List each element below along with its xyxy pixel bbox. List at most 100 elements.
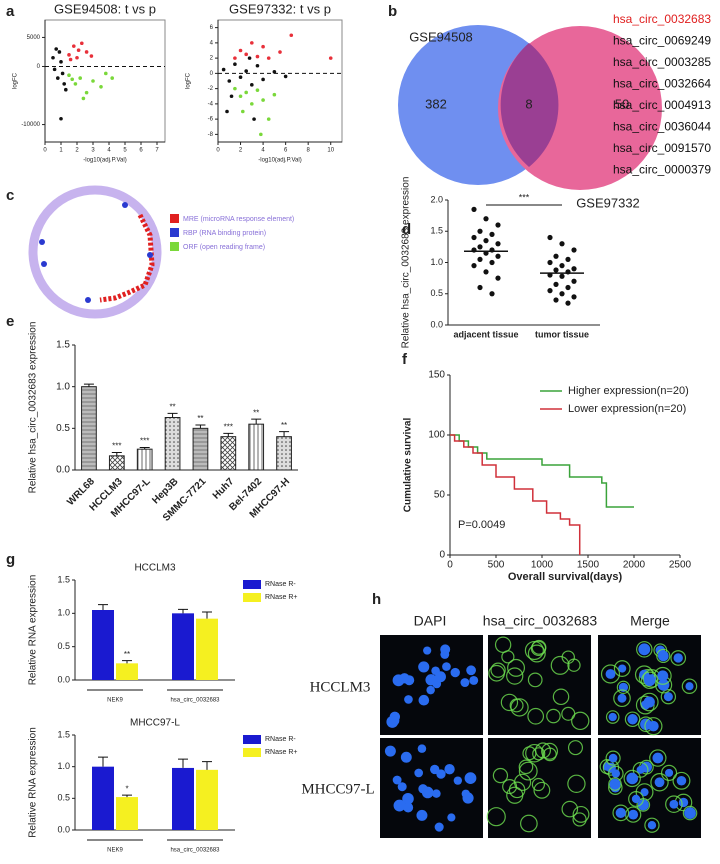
survival-curve: [450, 434, 634, 508]
x-axis-label: -log10(adj.P.Val): [83, 158, 126, 164]
legend-swatch: [170, 214, 179, 223]
point: [272, 70, 277, 74]
nucleus: [657, 670, 669, 682]
chart-title: GSE94508: t vs p: [54, 1, 156, 16]
point: [233, 56, 237, 60]
cell: [653, 666, 672, 685]
y-tick-label: 0: [439, 550, 445, 561]
point: [89, 54, 94, 58]
cell: [531, 777, 545, 792]
nucleus: [450, 667, 460, 678]
error-bar: [202, 761, 212, 770]
point: [51, 55, 55, 60]
cell: [520, 814, 538, 833]
bar: [248, 423, 265, 471]
cell: [613, 689, 631, 708]
y-tick-label: 1.5: [430, 226, 443, 236]
point: [495, 241, 501, 247]
x-tick-label: 2000: [623, 560, 646, 571]
nucleus: [627, 714, 638, 725]
legend-swatch: [170, 242, 179, 251]
point: [227, 79, 232, 83]
point: [477, 244, 483, 250]
circ-name: hsa_circ_0069249: [613, 34, 711, 48]
point: [261, 98, 265, 102]
nucleus: [464, 772, 477, 785]
significance: **: [197, 414, 203, 423]
bar: [116, 797, 138, 830]
x-tick-label: 1: [59, 148, 63, 154]
cell: [608, 777, 622, 791]
x-tick-label: hsa_circ_0032683: [170, 848, 220, 854]
panel-label: f: [402, 351, 408, 368]
cell: [600, 664, 621, 684]
point: [59, 116, 63, 121]
y-tick-label: 0.5: [430, 288, 443, 298]
nucleus: [404, 695, 413, 704]
cell: [628, 791, 644, 807]
nucleus: [469, 675, 479, 685]
significance: ***: [112, 442, 121, 451]
panel-label: a: [6, 3, 15, 20]
point: [78, 76, 82, 80]
y-tick-label: 6: [210, 25, 214, 31]
nucleus: [453, 776, 463, 785]
cell: [656, 648, 671, 664]
bar: [81, 386, 97, 471]
cell: [490, 662, 506, 678]
point: [67, 53, 71, 57]
error-bar: [195, 424, 206, 429]
point: [244, 90, 248, 95]
y-tick-label: 0.5: [56, 423, 70, 434]
circ-name: hsa_circ_0032664: [613, 77, 711, 91]
point: [73, 82, 78, 86]
point: [56, 76, 60, 80]
cell: [518, 759, 534, 775]
point: [553, 267, 559, 273]
circ-list: hsa_circ_0032683 hsa_circ_0069249 hsa_circ…: [613, 12, 711, 177]
point: [238, 94, 243, 99]
nucleus: [393, 799, 406, 812]
y-tick-label: -6: [208, 117, 214, 123]
panel-label: g: [6, 551, 15, 568]
nucleus: [460, 678, 470, 688]
cell: [527, 672, 543, 688]
point: [565, 284, 571, 291]
circos-ring: [28, 185, 162, 319]
nucleus: [626, 772, 639, 785]
nucleus: [608, 753, 618, 763]
bar: [192, 427, 209, 471]
nucleus: [447, 813, 456, 822]
x-tick-label: 4: [261, 148, 265, 154]
point: [559, 241, 565, 247]
plot-frame: [44, 19, 166, 143]
cell: [506, 667, 524, 685]
nucleus: [416, 809, 428, 821]
nucleus: [657, 650, 669, 662]
circos-rbp: [41, 261, 47, 267]
y-tick-label: 1.0: [430, 257, 443, 267]
point: [565, 256, 571, 262]
y-tick-label: -2: [208, 86, 214, 92]
nucleus: [421, 786, 434, 799]
cell: [650, 773, 669, 792]
point: [489, 231, 495, 237]
nucleus: [631, 794, 641, 804]
cell: [518, 761, 538, 781]
point: [244, 52, 248, 57]
panel-label: b: [388, 3, 397, 20]
error-bar: [122, 794, 132, 798]
x-tick-label: 6: [284, 148, 288, 154]
error-bar: [167, 412, 178, 418]
x-tick-label: NEK9: [107, 848, 123, 854]
error-bar: [178, 608, 188, 614]
point: [261, 44, 265, 49]
point: [571, 294, 577, 300]
nucleus: [673, 653, 683, 663]
point: [57, 50, 62, 54]
nucleus: [628, 809, 639, 820]
bar: [116, 663, 138, 680]
point: [477, 284, 483, 291]
point: [477, 256, 483, 262]
